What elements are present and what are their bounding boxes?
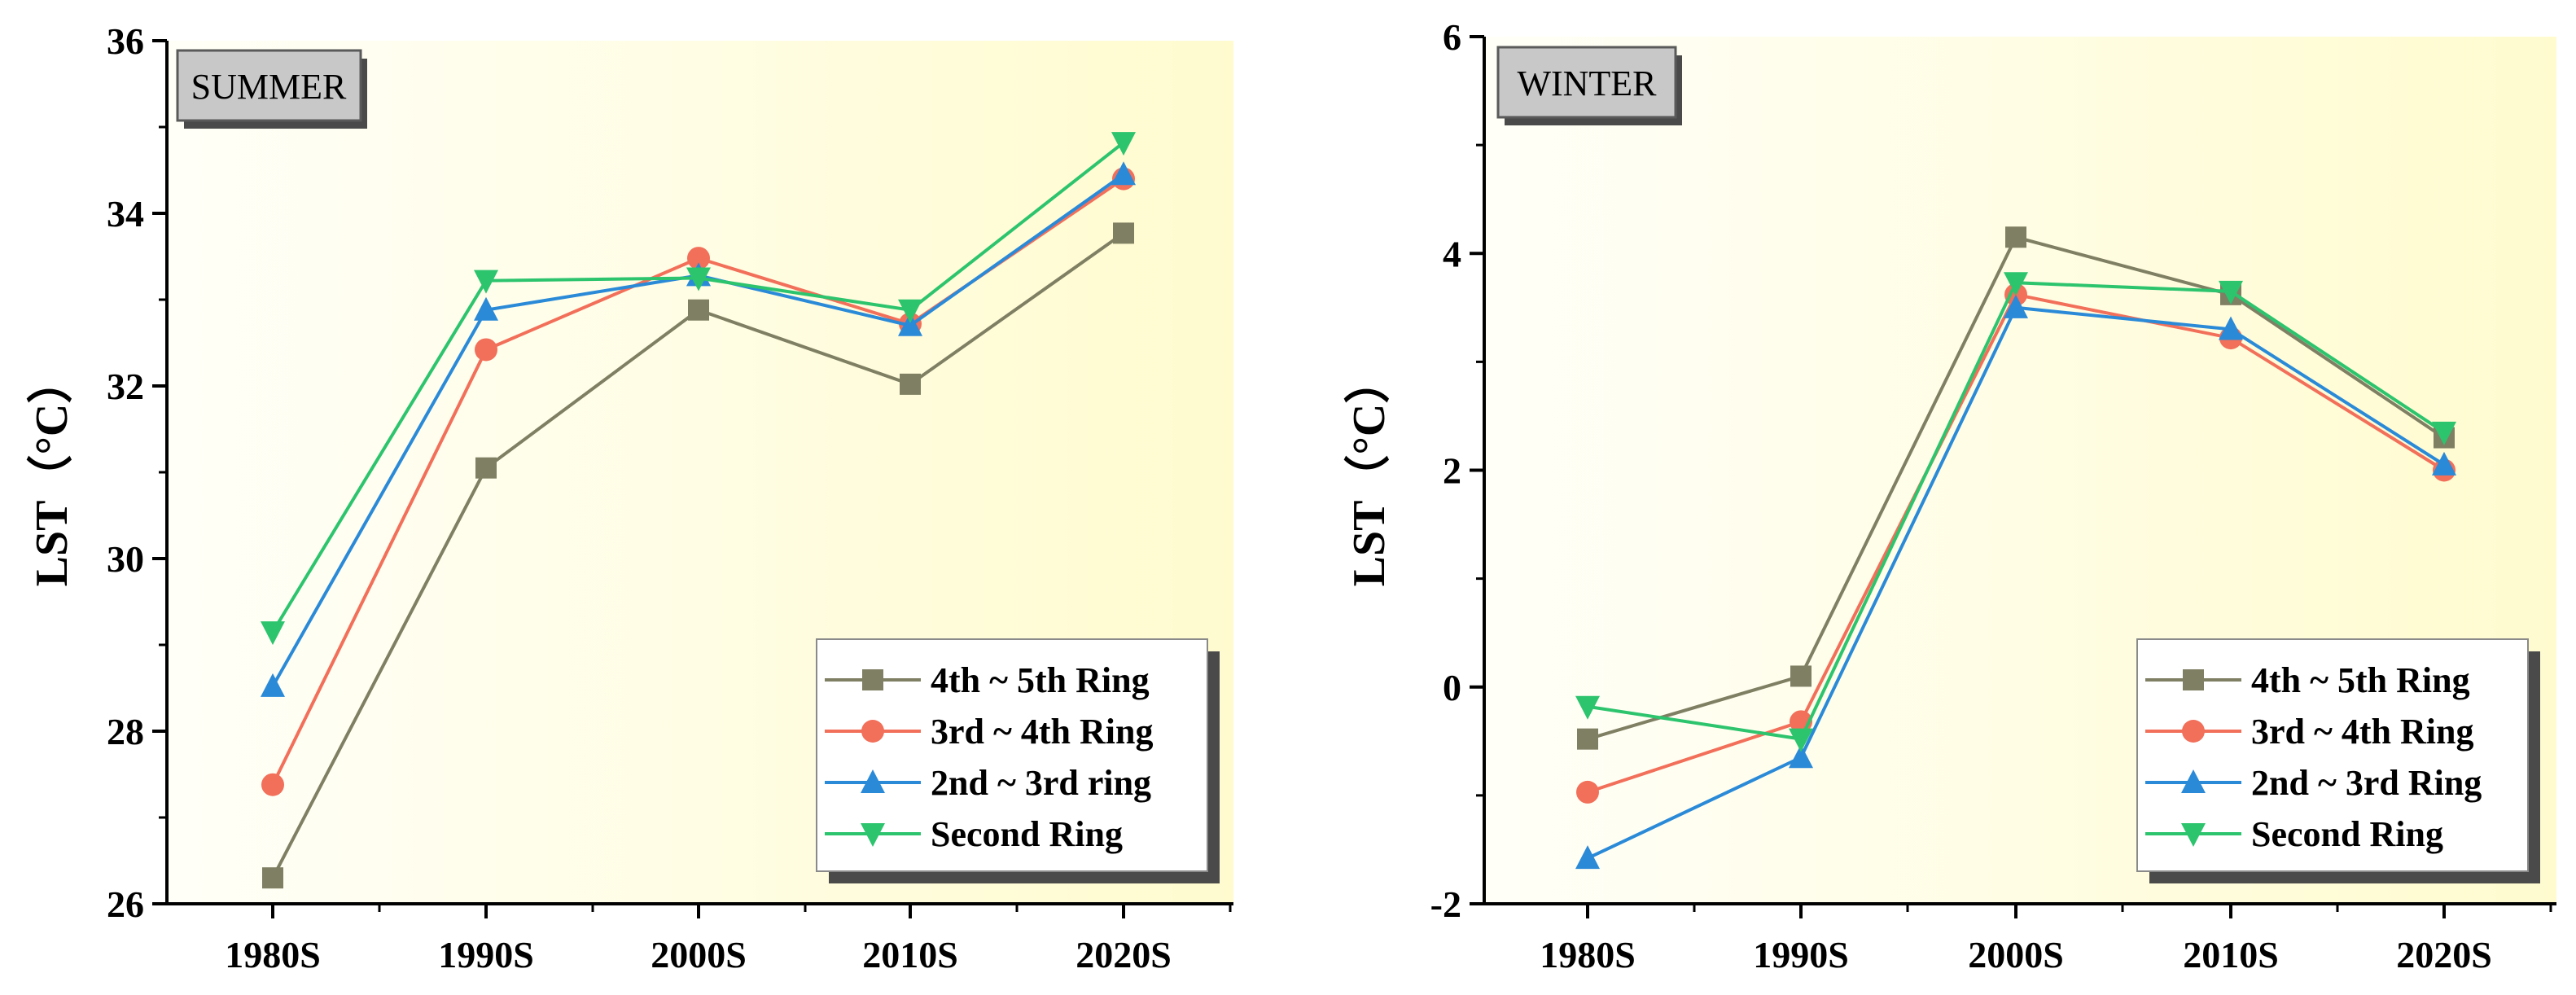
data-point xyxy=(1789,744,1813,769)
y-tick-label: 34 xyxy=(107,193,144,235)
summer-y-ticks: 26 28 30 32 34 36 xyxy=(107,20,167,925)
winter-series xyxy=(1575,226,2456,870)
x-tick-label: 1990S xyxy=(1753,934,1849,975)
data-point xyxy=(475,338,497,362)
legend-swatch-marker xyxy=(861,823,885,847)
summer-season-badge: SUMMER xyxy=(176,49,367,129)
x-tick-label: 1980S xyxy=(1540,934,1636,975)
data-point xyxy=(688,299,709,321)
summer-x-ticks: 1980S 1990S 2000S 2010S 2020S xyxy=(225,904,1232,975)
legend-swatch-marker xyxy=(861,769,885,793)
data-point xyxy=(2432,421,2456,445)
data-point xyxy=(1789,728,1813,752)
data-point xyxy=(2004,272,2028,296)
winter-x-ticks: 1980S 1990S 2000S 2010S 2020S xyxy=(1540,904,2552,975)
legend-label: 2nd ~ 3rd Ring xyxy=(2251,763,2482,803)
data-point xyxy=(2004,294,2028,318)
data-point xyxy=(686,267,711,291)
data-point xyxy=(1111,132,1136,156)
summer-legend: 4th ~ 5th Ring 3rd ~ 4th Ring 2nd ~ 3rd ri… xyxy=(816,638,1220,883)
legend-swatch-marker xyxy=(2182,720,2205,743)
legend-label: 2nd ~ 3rd ring xyxy=(931,763,1151,803)
data-point xyxy=(2219,280,2243,305)
winter-y-axis-title: LST（°C） xyxy=(1343,358,1395,587)
y-tick-label: 36 xyxy=(107,20,144,62)
data-point xyxy=(1790,665,1812,687)
data-point xyxy=(1575,695,1600,720)
legend-label: Second Ring xyxy=(931,814,1123,854)
summer-chart: 26 28 30 32 34 36 1980S 1990S 2000S 2010S 2020S S… xyxy=(26,20,1233,975)
data-point xyxy=(261,673,285,697)
data-point xyxy=(687,247,710,270)
winter-legend: 4th ~ 5th Ring 3rd ~ 4th Ring 2nd ~ 3rd Ri… xyxy=(2136,638,2540,883)
data-point xyxy=(2432,451,2456,476)
legend-swatch-marker xyxy=(861,720,884,743)
legend-swatch-marker xyxy=(2181,823,2206,847)
y-tick-label: 0 xyxy=(1443,667,1461,708)
y-tick-label: 32 xyxy=(107,366,144,407)
summer-title: SUMMER xyxy=(191,67,347,107)
data-point xyxy=(474,296,498,321)
x-tick-label: 2000S xyxy=(1968,934,2064,975)
data-point xyxy=(898,312,922,336)
y-tick-label: -2 xyxy=(1430,883,1461,925)
x-tick-label: 2000S xyxy=(651,934,747,975)
legend-label: 3rd ~ 4th Ring xyxy=(2251,712,2473,752)
x-tick-label: 1980S xyxy=(225,934,321,975)
data-point xyxy=(898,299,922,323)
summer-y-axis-title: LST（°C） xyxy=(26,358,77,587)
winter-season-badge: WINTER xyxy=(1496,46,1682,125)
data-point xyxy=(261,773,284,796)
y-tick-label: 6 xyxy=(1443,16,1461,58)
x-tick-label: 1990S xyxy=(438,934,534,975)
data-point xyxy=(261,621,285,646)
y-tick-label: 30 xyxy=(107,538,144,580)
y-tick-label: 28 xyxy=(107,711,144,752)
legend-swatch-marker xyxy=(862,669,883,690)
data-point xyxy=(474,270,498,294)
x-tick-label: 2020S xyxy=(1076,934,1172,975)
data-point xyxy=(475,457,497,479)
y-tick-label: 2 xyxy=(1443,450,1461,492)
x-tick-label: 2020S xyxy=(2396,934,2492,975)
legend-label: Second Ring xyxy=(2251,814,2443,854)
y-tick-label: 4 xyxy=(1443,233,1461,274)
data-point xyxy=(1577,728,1598,750)
data-point xyxy=(1576,780,1599,804)
x-tick-label: 2010S xyxy=(2183,934,2279,975)
legend-swatch-marker xyxy=(2181,769,2206,793)
legend-label: 4th ~ 5th Ring xyxy=(931,660,1150,700)
legend-label: 4th ~ 5th Ring xyxy=(2251,660,2470,700)
data-point xyxy=(900,373,921,395)
data-point xyxy=(262,867,283,889)
legend-label: 3rd ~ 4th Ring xyxy=(931,712,1153,752)
data-point xyxy=(2219,316,2243,340)
data-point xyxy=(1575,845,1600,870)
legend-swatch-marker xyxy=(2183,669,2204,690)
winter-title: WINTER xyxy=(1517,64,1657,103)
x-tick-label: 2010S xyxy=(862,934,958,975)
data-point xyxy=(1113,222,1134,244)
data-point xyxy=(1111,161,1136,186)
data-point xyxy=(2005,226,2026,248)
summer-series xyxy=(261,132,1136,889)
y-tick-label: 26 xyxy=(107,883,144,925)
winter-y-ticks: -2 0 2 4 6 xyxy=(1430,16,1484,925)
